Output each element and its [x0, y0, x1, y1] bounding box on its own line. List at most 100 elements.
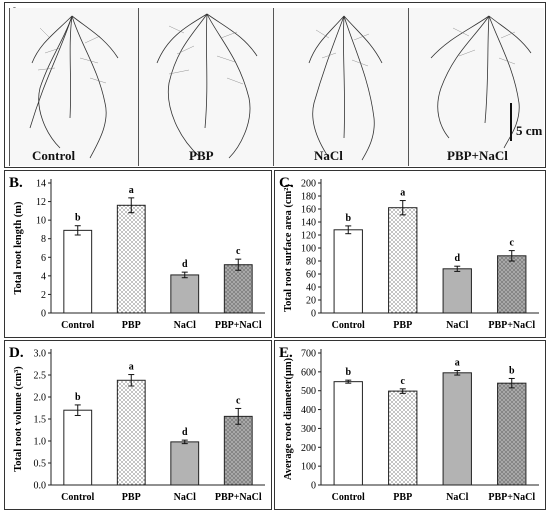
x-tick-label: PBP: [122, 492, 141, 503]
y-tick-label: 14: [36, 179, 46, 190]
y-tick-label: 0: [41, 309, 46, 320]
bar: [497, 255, 527, 314]
y-tick-label: 120: [301, 231, 316, 242]
y-tick-label: 600: [301, 367, 316, 378]
y-tick-label: 180: [301, 192, 316, 203]
y-tick-label: 0.0: [34, 481, 47, 492]
significance-letter: b: [75, 392, 81, 403]
panel-label: D.: [9, 345, 24, 361]
y-tick-label: 200: [301, 443, 316, 454]
x-tick-label: Control: [61, 492, 94, 503]
y-axis-label: Total root length (m): [13, 201, 24, 295]
bar: [63, 229, 93, 314]
y-axis-label: Total root volume (cm³): [13, 366, 24, 472]
significance-letter: c: [401, 376, 406, 387]
y-tick-label: 140: [301, 218, 316, 229]
bar: [442, 268, 472, 314]
chart-b-svg: B. 0 2 4 6 8 10 12 14 Total root length (m) b Contr…: [9, 175, 265, 331]
y-tick-label: 8: [41, 234, 46, 245]
x-tick-label: NaCl: [174, 492, 196, 503]
significance-letter: c: [236, 395, 241, 406]
significance-letter: b: [345, 213, 351, 224]
chart-panel-b: B. 0 2 4 6 8 10 12 14 Total root length (m) b Contr…: [4, 170, 272, 338]
y-tick-label: 2.5: [34, 371, 47, 382]
y-tick-label: 1.0: [34, 437, 47, 448]
root-system-image: [430, 15, 532, 149]
x-tick-label: NaCl: [446, 320, 468, 331]
significance-letter: c: [510, 238, 515, 249]
significance-letter: a: [400, 188, 405, 199]
x-tick-label: PBP+NaCl: [488, 320, 535, 331]
y-tick-label: 10: [36, 216, 46, 227]
x-tick-label: Control: [61, 320, 94, 331]
root-photo-control: Control: [9, 8, 138, 166]
bar: [223, 415, 253, 486]
bar: [223, 264, 253, 314]
significance-letter: b: [345, 367, 351, 378]
bar: [63, 409, 93, 486]
y-tick-label: 300: [301, 424, 316, 435]
chart-e-svg: E. 0 100 200 300 400 500 600 700 Average root dia…: [279, 345, 539, 503]
x-tick-label: PBP+NaCl: [215, 492, 262, 503]
root-photo-pbp-nacl: PBP+NaCl: [408, 8, 544, 166]
bar: [170, 441, 200, 486]
significance-letter: b: [75, 213, 81, 224]
x-tick-label: PBP: [393, 320, 412, 331]
panel-label: C.: [279, 175, 294, 191]
y-tick-label: 100: [301, 462, 316, 473]
photo-label-control: Control: [32, 148, 76, 163]
y-tick-label: 40: [306, 283, 316, 294]
y-tick-label: 700: [301, 349, 316, 360]
root-photos-panel: A. Control: [4, 2, 546, 168]
y-tick-label: 400: [301, 405, 316, 416]
x-tick-label: PBP+NaCl: [215, 320, 262, 331]
y-tick-label: 0: [311, 481, 316, 492]
significance-letter: d: [182, 259, 188, 270]
significance-letter: a: [455, 358, 460, 369]
chart-d-svg: D. 0.0 0.5 1.0 1.5 2.0 2.5 3.0 Total root volume…: [9, 345, 265, 503]
significance-letter: a: [129, 362, 134, 373]
chart-panel-c: C. 0 20 40 60 80 100 120 140 160 180 200 Total root …: [274, 170, 546, 338]
y-tick-label: 2: [41, 290, 46, 301]
y-tick-label: 2.0: [34, 393, 47, 404]
significance-letter: d: [182, 427, 188, 438]
root-system-image: [308, 15, 383, 161]
photo-label-pbp-nacl: PBP+NaCl: [447, 148, 508, 163]
photo-label-nacl: NaCl: [314, 148, 343, 163]
y-tick-label: 0: [311, 309, 316, 320]
y-tick-label: 80: [306, 257, 316, 268]
bar: [388, 207, 418, 314]
y-tick-label: 200: [301, 179, 316, 190]
bar: [116, 204, 146, 314]
panel-label: B.: [9, 175, 23, 191]
chart-panel-e: E. 0 100 200 300 400 500 600 700 Average root dia…: [274, 340, 546, 510]
significance-letter: b: [509, 365, 515, 376]
significance-letter: c: [236, 246, 241, 257]
significance-letter: d: [454, 253, 460, 264]
bar: [388, 390, 418, 486]
y-tick-label: 0.5: [34, 459, 47, 470]
y-tick-label: 160: [301, 205, 316, 216]
photo-label-pbp: PBP: [189, 148, 214, 163]
scale-bar: [510, 103, 512, 141]
y-tick-label: 500: [301, 386, 316, 397]
y-tick-label: 60: [306, 270, 316, 281]
y-axis-label: Average root diameter(μm): [283, 357, 294, 480]
x-tick-label: PBP: [122, 320, 141, 331]
x-tick-label: PBP: [393, 492, 412, 503]
y-tick-label: 100: [301, 244, 316, 255]
x-tick-label: NaCl: [174, 320, 196, 331]
bar: [333, 229, 363, 314]
y-tick-label: 3.0: [34, 349, 47, 360]
bar: [442, 372, 472, 486]
bar: [497, 382, 527, 486]
x-tick-label: PBP+NaCl: [488, 492, 535, 503]
root-system-image: [29, 15, 119, 159]
root-photo-nacl: NaCl: [273, 8, 408, 166]
y-tick-label: 12: [36, 197, 46, 208]
y-tick-label: 20: [306, 296, 316, 307]
chart-panel-d: D. 0.0 0.5 1.0 1.5 2.0 2.5 3.0 Total root volume…: [4, 340, 272, 510]
root-photo-pbp: PBP: [138, 8, 273, 166]
chart-c-svg: C. 0 20 40 60 80 100 120 140 160 180 200 Total root …: [279, 175, 539, 331]
bar: [116, 379, 146, 486]
